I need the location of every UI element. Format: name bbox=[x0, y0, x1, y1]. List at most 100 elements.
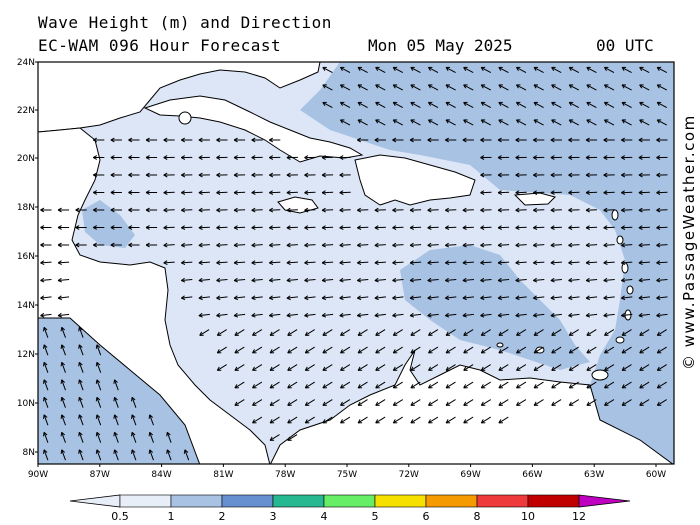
wave-arrow bbox=[375, 84, 386, 91]
wave-arrow bbox=[551, 84, 562, 91]
wave-arrow bbox=[604, 381, 615, 389]
wave-arrow bbox=[515, 66, 527, 74]
wave-arrow bbox=[113, 379, 119, 391]
wave-arrow bbox=[287, 434, 298, 441]
wave-arrow bbox=[233, 295, 246, 301]
colorbar-tick: 12 bbox=[572, 510, 586, 523]
wave-arrow bbox=[656, 329, 667, 336]
lat-label: 12N bbox=[17, 350, 35, 360]
land-puerto-rico bbox=[513, 192, 556, 206]
wave-arrow bbox=[638, 260, 650, 266]
wave-arrow bbox=[638, 312, 650, 318]
wave-arrow bbox=[43, 379, 49, 391]
wave-arrow bbox=[131, 396, 137, 408]
colorbar-segment bbox=[119, 494, 172, 508]
wave-arrow bbox=[392, 84, 404, 91]
wave-arrow bbox=[60, 361, 66, 373]
wave-arrow bbox=[515, 242, 527, 248]
wave-arrow bbox=[638, 137, 650, 143]
wave-arrow bbox=[480, 295, 492, 301]
wave-arrow bbox=[286, 260, 298, 266]
wave-arrow bbox=[163, 225, 175, 230]
wave-arrow bbox=[497, 260, 510, 266]
wave-arrow bbox=[638, 225, 650, 230]
wave-arrow bbox=[252, 329, 263, 336]
wave-arrow bbox=[198, 225, 210, 230]
longitude-labels: 90W 87W 84W 81W 78W 75W 72W 69W 66W 63W 60W bbox=[28, 464, 666, 480]
wave-arrow bbox=[603, 260, 615, 266]
wave-arrow bbox=[163, 260, 175, 266]
wave-arrow bbox=[533, 329, 544, 336]
wave-arrow bbox=[550, 312, 562, 318]
wave-arrow bbox=[533, 312, 545, 318]
wave-arrow bbox=[357, 119, 368, 126]
wave-arrow bbox=[78, 361, 84, 373]
wave-arrow bbox=[110, 155, 122, 160]
wave-arrow bbox=[40, 225, 52, 230]
wave-arrow bbox=[515, 172, 527, 178]
wave-arrow bbox=[339, 312, 351, 318]
wave-arrow bbox=[322, 364, 333, 371]
wave-arrow bbox=[603, 155, 615, 160]
wave-arrow bbox=[340, 416, 351, 424]
wave-arrow bbox=[60, 449, 66, 461]
map-frame bbox=[37, 61, 675, 465]
wave-arrow bbox=[621, 295, 633, 301]
colorbar-segment bbox=[272, 494, 325, 508]
wave-arrow bbox=[181, 190, 193, 195]
wave-arrow bbox=[533, 260, 545, 266]
wave-arrow bbox=[638, 295, 650, 301]
wave-arrow bbox=[550, 172, 562, 178]
wave-arrow bbox=[339, 66, 351, 74]
wave-arrow bbox=[216, 312, 228, 318]
wave-arrow bbox=[585, 190, 598, 195]
wave-arrow bbox=[287, 346, 298, 354]
wave-arrow bbox=[252, 364, 263, 371]
wave-arrow bbox=[198, 172, 210, 178]
wave-arrow bbox=[357, 242, 369, 248]
wave-arrow bbox=[251, 242, 263, 248]
wave-arrow bbox=[357, 137, 369, 143]
wave-arrow bbox=[410, 416, 421, 424]
wave-arrow bbox=[586, 84, 597, 91]
wave-arrow bbox=[110, 207, 122, 213]
wave-arrow bbox=[145, 137, 158, 143]
wave-arrow bbox=[498, 84, 509, 91]
wave-arrow bbox=[604, 346, 615, 354]
wave-arrow bbox=[497, 137, 510, 143]
wave-arrow bbox=[216, 295, 228, 301]
wave-arrow bbox=[533, 119, 544, 126]
wave-arrow bbox=[656, 381, 667, 389]
wave-arrow bbox=[95, 396, 102, 408]
wave-arrow bbox=[656, 66, 668, 74]
wave-arrow bbox=[445, 295, 457, 301]
wave-arrow bbox=[621, 346, 632, 354]
wave-arrow bbox=[568, 84, 580, 91]
wave-arrow bbox=[128, 207, 140, 213]
wave-arrow bbox=[304, 346, 315, 354]
wave-arrow bbox=[40, 312, 52, 318]
wave-arrow bbox=[357, 260, 369, 266]
wave-arrow bbox=[585, 312, 598, 318]
wave-arrow bbox=[463, 101, 474, 109]
wave-arrow bbox=[445, 101, 456, 109]
wave-arrow bbox=[638, 277, 650, 283]
wave-arrow bbox=[445, 242, 457, 248]
wave-arrow bbox=[462, 242, 474, 248]
wave-arrow bbox=[656, 242, 668, 248]
wave-arrow bbox=[656, 84, 668, 91]
wave-arrow bbox=[304, 416, 315, 424]
wave-arrow bbox=[445, 416, 456, 424]
wave-arrow bbox=[95, 361, 102, 373]
wave-arrow bbox=[427, 207, 439, 213]
wave-arrow bbox=[533, 225, 545, 230]
wave-arrow bbox=[533, 84, 544, 91]
wave-arrow bbox=[586, 329, 597, 336]
wave-arrow bbox=[339, 119, 351, 126]
wave-arrow bbox=[128, 172, 140, 178]
wave-arrow bbox=[568, 101, 580, 109]
wave-arrow bbox=[252, 381, 263, 389]
wave-arrow bbox=[374, 225, 386, 230]
wave-arrow bbox=[339, 295, 351, 301]
swell-atlantic bbox=[300, 62, 674, 464]
